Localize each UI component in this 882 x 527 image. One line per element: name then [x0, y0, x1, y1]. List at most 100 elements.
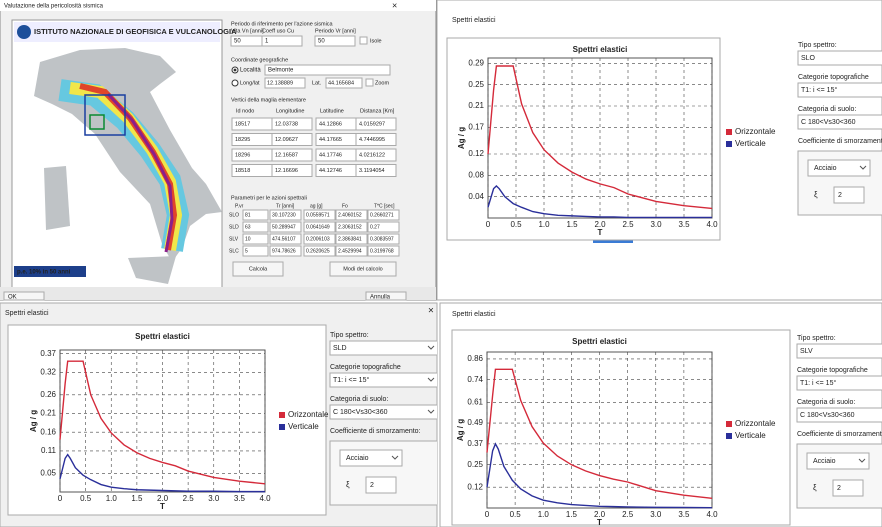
- label: 18296: [235, 152, 250, 158]
- y-axis-label: Ag / g: [29, 410, 38, 432]
- label: 0.27: [370, 224, 380, 230]
- label: 12.16587: [275, 152, 298, 158]
- label: Vertici della maglia elementare: [231, 97, 306, 103]
- x-tick-label: 1.5: [131, 494, 143, 503]
- legend-swatch: [726, 433, 732, 439]
- label: p.e. 10% in 50 anni: [17, 270, 71, 276]
- label: Tipo spettro:: [330, 332, 369, 339]
- label: ξ: [813, 483, 817, 492]
- label: Vita Vn [anni]: [231, 28, 264, 34]
- label: Calcola: [249, 266, 268, 272]
- label: T*C [sec]: [374, 203, 395, 209]
- x-tick-label: 4.0: [706, 220, 718, 229]
- radio[interactable]: [232, 80, 238, 86]
- y-tick-label: 0.11: [41, 446, 57, 455]
- label: C 180<Vs30<360: [333, 409, 388, 416]
- label: 0.3083597: [370, 236, 394, 242]
- x-tick-label: 1.0: [538, 220, 550, 229]
- label: Categoria di suolo:: [330, 396, 388, 403]
- label: 4.0216122: [359, 152, 385, 158]
- label: Fo: [342, 203, 348, 209]
- label: 44.17665: [319, 137, 342, 143]
- label: 2.3063152: [338, 224, 362, 230]
- legend-label: Verticale: [288, 422, 319, 431]
- checkbox[interactable]: [360, 37, 367, 44]
- x-tick-label: 1.5: [566, 220, 578, 229]
- y-axis-label: Ag / g: [457, 127, 466, 149]
- y-tick-label: 0.32: [40, 368, 56, 377]
- legend-label: Verticale: [735, 431, 766, 440]
- y-tick-label: 0.29: [468, 58, 484, 67]
- y-tick-label: 0.61: [467, 397, 483, 406]
- y-tick-label: 0.49: [467, 418, 483, 427]
- label: 12.16696: [275, 168, 298, 174]
- x-tick-label: 3.5: [678, 220, 690, 229]
- label: Parametri per le azioni spettrali: [231, 195, 307, 201]
- label: 12.138889: [267, 80, 293, 86]
- window-title: Spettri elastici: [452, 17, 496, 24]
- x-tick-label: 2.5: [622, 510, 634, 519]
- label: SLD: [229, 224, 239, 230]
- label: Annulla: [370, 295, 391, 301]
- y-tick-label: 0.17: [468, 122, 484, 131]
- label: Periodo Vr [anni]: [315, 28, 356, 34]
- legend-swatch: [279, 424, 285, 430]
- label: 0.0641649: [306, 224, 330, 230]
- label: P.vr: [235, 203, 244, 209]
- label: 44.12866: [319, 121, 342, 127]
- label: 63: [245, 224, 251, 230]
- label: OK: [8, 295, 17, 301]
- y-tick-label: 0.74: [467, 375, 483, 384]
- label: ag [g]: [310, 203, 323, 209]
- label: 81: [245, 212, 251, 218]
- label: 2.3863841: [338, 236, 362, 242]
- y-tick-label: 0.05: [40, 468, 56, 477]
- label: Coefficiente di smorzamento:: [797, 431, 882, 438]
- label: 0.2660271: [370, 212, 394, 218]
- label: Belmonte: [268, 68, 294, 74]
- close-icon[interactable]: ×: [428, 306, 434, 317]
- label: 18518: [235, 168, 250, 174]
- label: 50.289947: [272, 224, 296, 230]
- x-axis-label: T: [160, 502, 165, 511]
- label: Acciaio: [346, 455, 369, 462]
- y-tick-label: 0.25: [467, 460, 483, 469]
- x-axis-label: T: [597, 518, 602, 527]
- legend-swatch: [726, 421, 732, 427]
- label: Categorie topografiche: [798, 74, 869, 81]
- label: 44.17746: [319, 152, 342, 158]
- label: Tr [anni]: [276, 203, 295, 209]
- label: C 180<Vs30<360: [801, 119, 856, 126]
- label: Coeff uso Cu: [262, 28, 294, 34]
- y-tick-label: 0.25: [468, 80, 484, 89]
- label: 30.107230: [272, 212, 296, 218]
- chart-title: Spettri elastici: [573, 45, 628, 54]
- label: Lat.: [312, 80, 322, 86]
- label: 44.165684: [328, 80, 354, 86]
- y-tick-label: 0.21: [468, 101, 484, 110]
- label: 5: [245, 248, 248, 254]
- x-tick-label: 3.0: [208, 494, 220, 503]
- label: SLO: [801, 55, 816, 62]
- x-axis-label: T: [598, 228, 603, 237]
- checkbox[interactable]: [366, 79, 373, 86]
- x-tick-label: 0: [58, 494, 63, 503]
- close-icon[interactable]: ×: [392, 0, 397, 10]
- label: Acciaio: [814, 165, 837, 172]
- label: Coefficiente di smorzamento:: [798, 138, 882, 145]
- y-tick-label: 0.08: [468, 170, 484, 179]
- label: Tipo spettro:: [798, 42, 837, 49]
- chart-title: Spettri elastici: [572, 337, 627, 346]
- label: Latitudine: [320, 108, 344, 114]
- legend-swatch: [726, 129, 732, 135]
- x-tick-label: 1.0: [106, 494, 118, 503]
- y-tick-label: 0.12: [467, 482, 483, 491]
- label: C 180<Vs30<360: [800, 412, 855, 419]
- x-tick-label: 3.0: [650, 220, 662, 229]
- label: 18295: [235, 137, 250, 143]
- legend-label: Orizzontale: [735, 419, 776, 428]
- label: ξ: [814, 190, 818, 199]
- label: T1: i <= 15°: [801, 86, 837, 94]
- legend-label: Verticale: [735, 139, 766, 148]
- label: 2: [370, 482, 374, 489]
